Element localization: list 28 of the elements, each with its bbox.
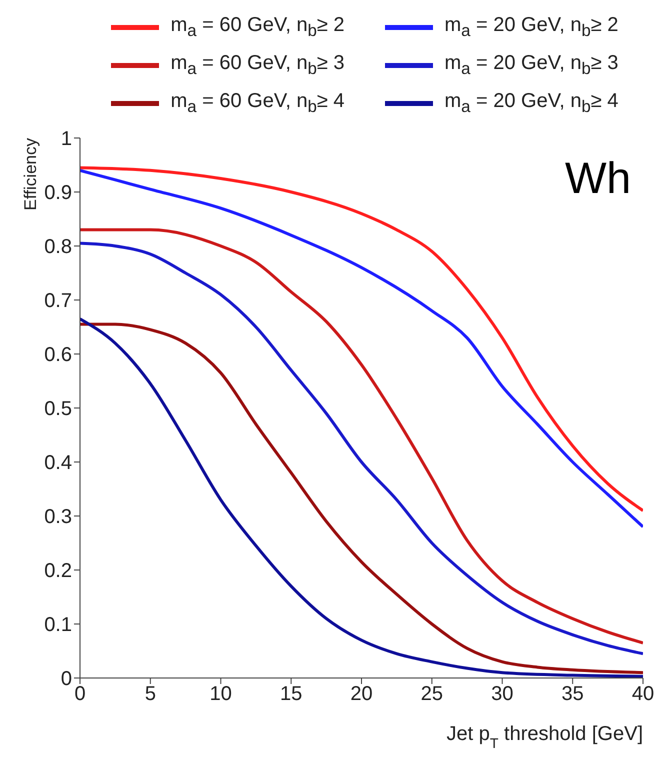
x-tick-label: 35 [562, 683, 584, 706]
x-axis-title: Jet p$_{T}$ threshold [GeV] [446, 723, 643, 751]
legend-label: m$_{a}$ = 60 GeV, n$_{b}$≥ 4 [170, 90, 344, 116]
x-tick-label: 25 [420, 683, 443, 706]
y-tick-label: 0.9 [44, 182, 72, 204]
y-tick-label: 0.7 [44, 290, 72, 312]
legend-label: m$_{a}$ = 20 GeV, n$_{b}$≥ 4 [444, 90, 618, 116]
x-tick-label: 30 [491, 683, 514, 706]
y-tick-label: 0.8 [44, 236, 72, 258]
y-tick-label: 0.3 [44, 506, 72, 528]
legend-label: m$_{a}$ = 60 GeV, n$_{b}$≥ 2 [170, 14, 344, 40]
y-tick-label: 0.2 [44, 560, 72, 582]
y-tick-label: 0.1 [44, 614, 72, 636]
x-tick-label: 5 [144, 683, 156, 706]
x-tick-label: 20 [350, 683, 373, 706]
y-tick-label: 1 [60, 128, 72, 150]
y-tick-label: 0 [60, 668, 72, 690]
x-tick-label: 40 [632, 683, 654, 706]
legend-label: m$_{a}$ = 60 GeV, n$_{b}$≥ 3 [170, 52, 344, 78]
x-tick-label: 10 [210, 683, 232, 706]
annotation: Wh [565, 154, 631, 204]
legend-label: m$_{a}$ = 20 GeV, n$_{b}$≥ 2 [444, 14, 618, 40]
y-axis-title: Efficiency [20, 138, 40, 210]
x-tick-label: 15 [280, 683, 302, 706]
legend-label: m$_{a}$ = 20 GeV, n$_{b}$≥ 3 [444, 52, 618, 78]
y-tick-label: 0.5 [44, 398, 72, 420]
y-tick-label: 0.6 [44, 344, 72, 366]
y-tick-label: 0.4 [44, 452, 72, 474]
